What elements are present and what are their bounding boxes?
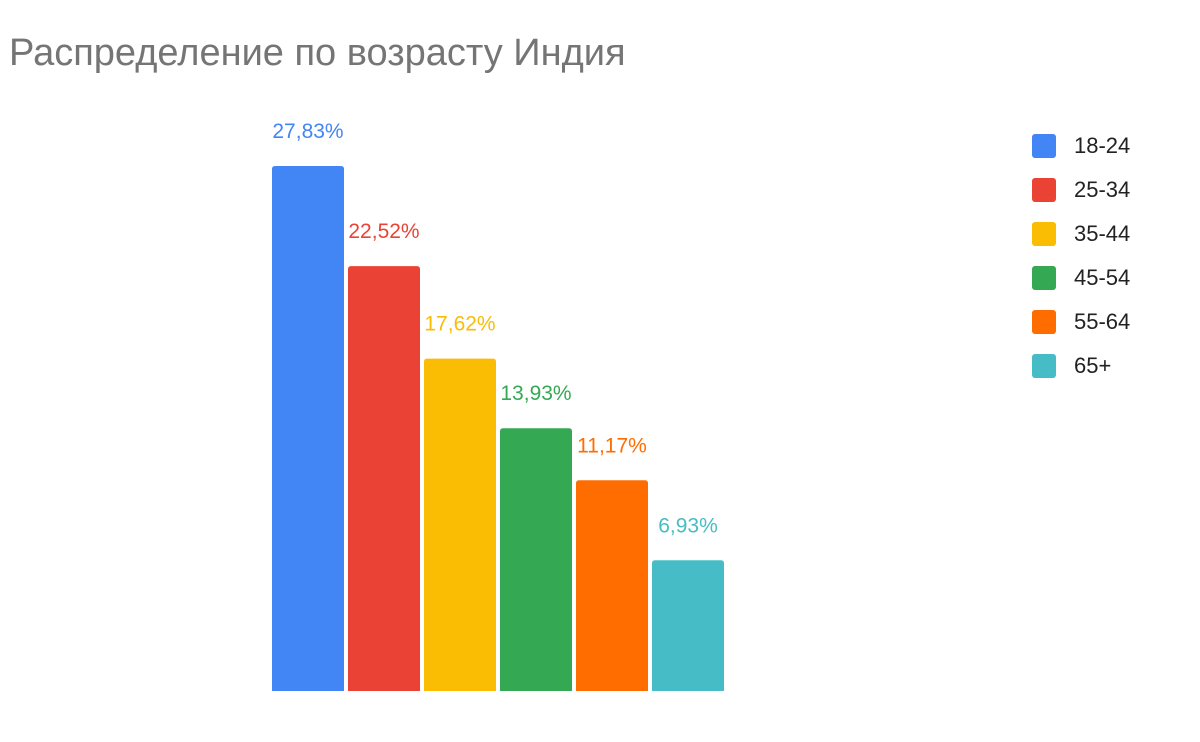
bar-65+[interactable]	[652, 560, 724, 691]
legend-label: 45-54	[1074, 265, 1131, 290]
data-label-45-54: 13,93%	[500, 382, 571, 405]
legend-label: 25-34	[1074, 177, 1131, 202]
data-label-18-24: 27,83%	[272, 120, 343, 143]
legend-swatch	[1032, 266, 1056, 290]
data-label-65+: 6,93%	[658, 514, 718, 537]
bar-25-34[interactable]	[348, 266, 420, 691]
legend-swatch	[1032, 178, 1056, 202]
data-label-35-44: 17,62%	[424, 313, 495, 336]
legend-item[interactable]: 25-34	[1032, 168, 1182, 212]
legend-item[interactable]: 55-64	[1032, 300, 1182, 344]
legend-item[interactable]: 18-24	[1032, 124, 1182, 168]
legend-item[interactable]: 35-44	[1032, 212, 1182, 256]
legend-item[interactable]: 45-54	[1032, 256, 1182, 300]
legend-label: 65+	[1074, 353, 1112, 378]
legend-swatch	[1032, 134, 1056, 158]
legend-item[interactable]: 65+	[1032, 344, 1182, 388]
legend-swatch	[1032, 354, 1056, 378]
legend-swatch	[1032, 310, 1056, 334]
bar-45-54[interactable]	[500, 428, 572, 691]
data-label-25-34: 22,52%	[348, 220, 419, 243]
legend-swatch	[1032, 222, 1056, 246]
legend-label: 18-24	[1074, 133, 1131, 158]
legend: 18-24 25-34 35-44 45-54 55-64 65+	[1032, 124, 1182, 388]
legend-label: 55-64	[1074, 309, 1131, 334]
legend-label: 35-44	[1074, 221, 1131, 246]
bar-18-24[interactable]	[272, 166, 344, 691]
bar-55-64[interactable]	[576, 480, 648, 691]
chart-title: Распределение по возрасту Индия	[9, 32, 626, 74]
bar-35-44[interactable]	[424, 358, 496, 691]
data-label-55-64: 11,17%	[577, 434, 647, 457]
